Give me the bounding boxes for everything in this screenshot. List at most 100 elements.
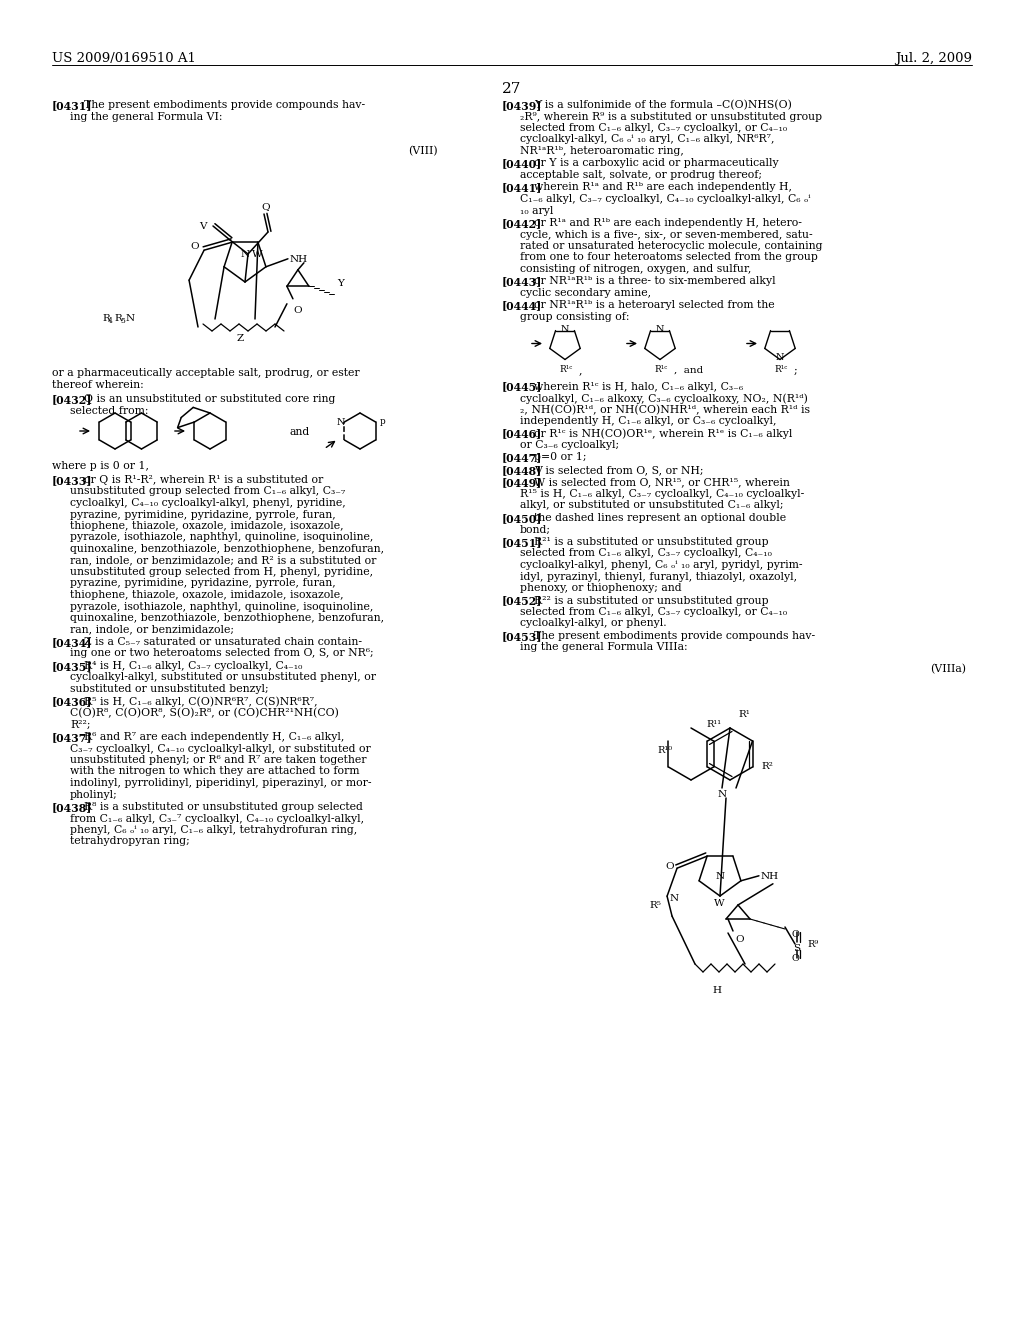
Text: S: S [793, 944, 800, 953]
Text: with the nitrogen to which they are attached to form: with the nitrogen to which they are atta… [70, 767, 359, 776]
Text: C₁₋₆ alkyl, C₃₋₇ cycloalkyl, C₄₋₁₀ cycloalkyl-alkyl, C₆ ₒⁱ: C₁₋₆ alkyl, C₃₋₇ cycloalkyl, C₄₋₁₀ cyclo… [520, 194, 811, 205]
Text: cycle, which is a five-, six-, or seven-membered, satu-: cycle, which is a five-, six-, or seven-… [520, 230, 813, 239]
Text: R⁹: R⁹ [807, 940, 818, 949]
Text: Z: Z [237, 334, 245, 343]
Text: O: O [293, 306, 301, 314]
Text: O: O [190, 242, 199, 251]
Text: (VIIIa): (VIIIa) [930, 664, 966, 675]
Text: NH: NH [761, 871, 779, 880]
Text: N: N [241, 249, 250, 259]
Text: cycloalkyl-alkyl, substituted or unsubstituted phenyl, or: cycloalkyl-alkyl, substituted or unsubst… [70, 672, 376, 682]
Text: or Q is R¹-R², wherein R¹ is a substituted or: or Q is R¹-R², wherein R¹ is a substitut… [84, 475, 324, 484]
Text: O: O [791, 931, 799, 939]
Text: [0451]: [0451] [502, 537, 543, 548]
Text: or R¹ᵃ and R¹ᵇ are each independently H, hetero-: or R¹ᵃ and R¹ᵇ are each independently H,… [534, 218, 802, 228]
Text: [0452]: [0452] [502, 595, 543, 606]
Text: O: O [791, 954, 799, 964]
Text: Jul. 2, 2009: Jul. 2, 2009 [895, 51, 972, 65]
Text: tetrahydropyran ring;: tetrahydropyran ring; [70, 837, 189, 846]
Text: wherein R¹ᵃ and R¹ᵇ are each independently H,: wherein R¹ᵃ and R¹ᵇ are each independent… [534, 182, 792, 193]
Text: where p is 0 or 1,: where p is 0 or 1, [52, 461, 150, 471]
Text: [0453]: [0453] [502, 631, 543, 642]
Text: (VIII): (VIII) [408, 147, 437, 156]
Text: phenoxy, or thiophenoxy; and: phenoxy, or thiophenoxy; and [520, 583, 682, 593]
Text: [0447]: [0447] [502, 453, 543, 463]
Text: [0444]: [0444] [502, 301, 543, 312]
Text: W: W [714, 899, 725, 908]
Text: V: V [199, 222, 207, 231]
Text: group consisting of:: group consisting of: [520, 312, 630, 322]
Text: N: N [776, 354, 784, 363]
Text: cycloalkyl-alkyl, C₆ ₒⁱ ₁₀ aryl, C₁₋₆ alkyl, NR⁶R⁷,: cycloalkyl-alkyl, C₆ ₒⁱ ₁₀ aryl, C₁₋₆ al… [520, 135, 774, 144]
Text: R¹⁰: R¹⁰ [657, 746, 672, 755]
Text: 4: 4 [108, 317, 113, 325]
Text: pyrazole, isothiazole, naphthyl, quinoline, isoquinoline,: pyrazole, isothiazole, naphthyl, quinoli… [70, 532, 374, 543]
Text: p=0 or 1;: p=0 or 1; [534, 453, 587, 462]
Text: [0449]: [0449] [502, 478, 543, 488]
Text: W is selected from O, NR¹⁵, or CHR¹⁵, wherein: W is selected from O, NR¹⁵, or CHR¹⁵, wh… [534, 478, 790, 487]
Text: H: H [712, 986, 721, 995]
Text: pholinyl;: pholinyl; [70, 789, 118, 800]
Text: [0443]: [0443] [502, 276, 543, 288]
Text: O: O [735, 935, 743, 944]
Text: independently H, C₁₋₆ alkyl, or C₃₋₆ cycloalkyl,: independently H, C₁₋₆ alkyl, or C₃₋₆ cyc… [520, 416, 776, 426]
Text: Q is an unsubstituted or substituted core ring: Q is an unsubstituted or substituted cor… [84, 393, 336, 404]
Text: or C₃₋₆ cycloalkyl;: or C₃₋₆ cycloalkyl; [520, 440, 620, 450]
Text: quinoxaline, benzothiazole, benzothiophene, benzofuran,: quinoxaline, benzothiazole, benzothiophe… [70, 544, 384, 554]
Text: ₂, NH(CO)R¹ᵈ, or NH(CO)NHR¹ᵈ, wherein each R¹ᵈ is: ₂, NH(CO)R¹ᵈ, or NH(CO)NHR¹ᵈ, wherein ea… [520, 404, 810, 414]
Text: N: N [718, 789, 727, 799]
Text: ₂R⁹, wherein R⁹ is a substituted or unsubstituted group: ₂R⁹, wherein R⁹ is a substituted or unsu… [520, 111, 822, 121]
Text: [0438]: [0438] [52, 803, 92, 813]
Text: idyl, pyrazinyl, thienyl, furanyl, thiazolyl, oxazolyl,: idyl, pyrazinyl, thienyl, furanyl, thiaz… [520, 572, 797, 582]
Text: O: O [665, 862, 674, 871]
Text: 27: 27 [503, 82, 521, 96]
Text: R⁴ is H, C₁₋₆ alkyl, C₃₋₇ cycloalkyl, C₄₋₁₀: R⁴ is H, C₁₋₆ alkyl, C₃₋₇ cycloalkyl, C₄… [84, 661, 302, 671]
Text: C₃₋₇ cycloalkyl, C₄₋₁₀ cycloalkyl-alkyl, or substituted or: C₃₋₇ cycloalkyl, C₄₋₁₀ cycloalkyl-alkyl,… [70, 743, 371, 754]
Text: substituted or unsubstituted benzyl;: substituted or unsubstituted benzyl; [70, 684, 268, 694]
Text: selected from:: selected from: [70, 405, 148, 416]
Text: cycloalkyl-alkyl, or phenyl.: cycloalkyl-alkyl, or phenyl. [520, 619, 667, 628]
Text: wherein R¹ᶜ is H, halo, C₁₋₆ alkyl, C₃₋₆: wherein R¹ᶜ is H, halo, C₁₋₆ alkyl, C₃₋₆ [534, 381, 743, 392]
Text: ₁₀ aryl: ₁₀ aryl [520, 206, 553, 215]
Text: thiophene, thiazole, oxazole, imidazole, isoxazole,: thiophene, thiazole, oxazole, imidazole,… [70, 521, 344, 531]
Text: or NR¹ᵃR¹ᵇ is a three- to six-membered alkyl: or NR¹ᵃR¹ᵇ is a three- to six-membered a… [534, 276, 775, 286]
Text: ing one or two heteroatoms selected from O, S, or NR⁶;: ing one or two heteroatoms selected from… [70, 648, 374, 659]
Text: ,  and: , and [674, 366, 703, 375]
Text: [0437]: [0437] [52, 733, 92, 743]
Text: [0446]: [0446] [502, 429, 543, 440]
Text: R: R [114, 314, 122, 323]
Text: from C₁₋₆ alkyl, C₃₋⁷ cycloalkyl, C₄₋₁₀ cycloalkyl-alkyl,: from C₁₋₆ alkyl, C₃₋⁷ cycloalkyl, C₄₋₁₀ … [70, 813, 365, 824]
Text: from one to four heteroatoms selected from the group: from one to four heteroatoms selected fr… [520, 252, 818, 263]
Text: Y: Y [337, 279, 344, 288]
Text: or NR¹ᵃR¹ᵇ is a heteroaryl selected from the: or NR¹ᵃR¹ᵇ is a heteroaryl selected from… [534, 301, 774, 310]
Text: N: N [716, 873, 725, 880]
Text: R²²;: R²²; [70, 719, 90, 730]
Text: R⁵ is H, C₁₋₆ alkyl, C(O)NR⁶R⁷, C(S)NR⁶R⁷,: R⁵ is H, C₁₋₆ alkyl, C(O)NR⁶R⁷, C(S)NR⁶R… [84, 697, 317, 708]
Text: The present embodiments provide compounds hav-: The present embodiments provide compound… [534, 631, 815, 642]
Text: acceptable salt, solvate, or prodrug thereof;: acceptable salt, solvate, or prodrug the… [520, 170, 762, 180]
Text: C(O)R⁸, C(O)OR⁸, S(O)₂R⁸, or (CO)CHR²¹NH(CO): C(O)R⁸, C(O)OR⁸, S(O)₂R⁸, or (CO)CHR²¹NH… [70, 708, 339, 718]
Text: consisting of nitrogen, oxygen, and sulfur,: consisting of nitrogen, oxygen, and sulf… [520, 264, 752, 275]
Text: [0440]: [0440] [502, 158, 543, 169]
Text: R¹ᶜ: R¹ᶜ [774, 366, 787, 375]
Text: Q: Q [261, 202, 269, 211]
Text: [0439]: [0439] [502, 100, 543, 111]
Text: selected from C₁₋₆ alkyl, C₃₋₇ cycloalkyl, C₄₋₁₀: selected from C₁₋₆ alkyl, C₃₋₇ cycloalky… [520, 549, 772, 558]
Text: R¹⁵ is H, C₁₋₆ alkyl, C₃₋₇ cycloalkyl, C₄₋₁₀ cycloalkyl-: R¹⁵ is H, C₁₋₆ alkyl, C₃₋₇ cycloalkyl, C… [520, 488, 804, 499]
Text: bond;: bond; [520, 524, 551, 535]
Text: [0432]: [0432] [52, 393, 92, 405]
Text: Y is a sulfonimide of the formula –C(O)NHS(O): Y is a sulfonimide of the formula –C(O)N… [534, 100, 792, 111]
Text: ;: ; [794, 366, 798, 375]
Text: US 2009/0169510 A1: US 2009/0169510 A1 [52, 51, 196, 65]
Text: R⁶ and R⁷ are each independently H, C₁₋₆ alkyl,: R⁶ and R⁷ are each independently H, C₁₋₆… [84, 733, 344, 742]
Text: [0436]: [0436] [52, 697, 92, 708]
Text: rated or unsaturated heterocyclic molecule, containing: rated or unsaturated heterocyclic molecu… [520, 242, 822, 251]
Text: The present embodiments provide compounds hav-: The present embodiments provide compound… [84, 100, 366, 110]
Text: R¹¹: R¹¹ [706, 719, 721, 729]
Text: N: N [337, 418, 345, 426]
Text: R¹ᶜ: R¹ᶜ [559, 366, 572, 375]
Text: R: R [102, 314, 110, 323]
Text: selected from C₁₋₆ alkyl, C₃₋₇ cycloalkyl, or C₄₋₁₀: selected from C₁₋₆ alkyl, C₃₋₇ cycloalky… [520, 123, 787, 133]
Text: thiophene, thiazole, oxazole, imidazole, isoxazole,: thiophene, thiazole, oxazole, imidazole,… [70, 590, 344, 601]
Text: N: N [656, 326, 665, 334]
